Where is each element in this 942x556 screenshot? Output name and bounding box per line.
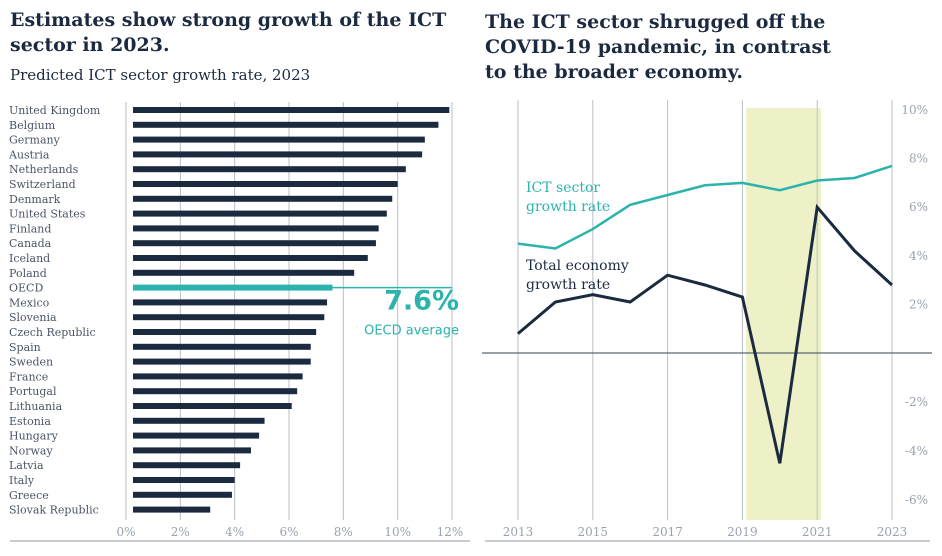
bar	[133, 195, 393, 202]
bar	[133, 506, 211, 513]
x-tick-label: 12%	[437, 525, 464, 539]
bar	[133, 491, 232, 498]
category-label: Mexico	[9, 296, 50, 309]
x-tick-label: 8%	[334, 525, 353, 539]
y-tick-label: 8%	[909, 152, 928, 166]
category-label: Latvia	[9, 459, 44, 472]
oecd-average-label: OECD average	[364, 324, 459, 339]
category-label: United Kingdom	[9, 104, 101, 117]
x-tick-label: 2019	[727, 525, 758, 539]
y-tick-label: -4%	[905, 444, 928, 458]
category-label: Slovak Republic	[9, 504, 99, 517]
total-economy-series-label: Total economy growth rate	[526, 258, 629, 293]
left-panel-title: Estimates show strong growth of the ICT …	[10, 9, 447, 56]
left-panel-subtitle: Predicted ICT sector growth rate, 2023	[10, 66, 311, 84]
bar	[133, 314, 325, 321]
category-label: Belgium	[9, 119, 56, 132]
bar	[133, 136, 425, 143]
bar	[133, 447, 251, 454]
category-label: Lithuania	[9, 400, 63, 413]
bar	[133, 299, 328, 306]
series-line	[517, 164, 893, 250]
y-tick-label: -6%	[905, 493, 928, 507]
category-label: Italy	[9, 474, 35, 487]
right-bottom-rule	[485, 540, 930, 542]
x-tick-label: 2013	[503, 525, 534, 539]
category-label: United States	[9, 208, 86, 221]
bar	[133, 181, 398, 187]
category-label: Hungary	[9, 430, 59, 443]
y-tick-label: 4%	[909, 249, 928, 263]
x-tick-label: 2023	[877, 525, 908, 539]
bar	[133, 477, 235, 483]
category-label: Portugal	[9, 385, 57, 398]
bar	[133, 417, 265, 424]
bar	[133, 121, 439, 128]
y-tick-label: -2%	[905, 395, 928, 409]
bar	[133, 432, 260, 439]
category-label: Austria	[8, 148, 50, 161]
x-tick-label: 2%	[171, 525, 190, 539]
x-tick-label: 6%	[279, 525, 298, 539]
x-tick-label: 2017	[652, 525, 683, 539]
bar	[133, 107, 450, 113]
bar	[133, 403, 292, 409]
category-label: Netherlands	[9, 163, 79, 176]
x-tick-label: 4%	[225, 525, 244, 539]
bar-chart: 0% 2% 4% 6% 8% 10% 12% United Kingdom Belgium Ger…	[8, 102, 464, 539]
category-label: Poland	[9, 267, 47, 280]
category-label: Denmark	[9, 193, 61, 206]
y-tick-label: 6%	[909, 200, 928, 214]
oecd-value-label: 7.6%	[384, 286, 459, 317]
category-label: Sweden	[9, 356, 53, 369]
bar	[133, 151, 423, 158]
line-chart: 2013 2015 2017 2019 2021 2023 10% 8% 6% 4% 2% -2% -4…	[482, 100, 932, 539]
category-label: Canada	[9, 237, 52, 250]
right-panel-title: The ICT sector shrugged off the COVID-19…	[485, 11, 831, 83]
ict-series-label: ICT sector growth rate	[526, 180, 610, 215]
category-label: Iceland	[9, 252, 50, 265]
bar	[133, 255, 368, 261]
bar	[133, 210, 387, 217]
x-tick-label: 2021	[802, 525, 833, 539]
x-tick-label: 10%	[384, 525, 411, 539]
category-label: Finland	[9, 222, 51, 235]
y-tick-label: 2%	[909, 297, 928, 311]
category-label: France	[9, 370, 48, 383]
bar	[133, 358, 311, 365]
bar	[133, 269, 355, 276]
x-tick-label: 0%	[116, 525, 135, 539]
category-label: Greece	[9, 489, 49, 502]
bar	[133, 388, 298, 395]
bar	[133, 373, 303, 380]
bar	[133, 462, 241, 469]
category-label: Germany	[9, 134, 61, 147]
category-label: Switzerland	[9, 178, 76, 191]
bar	[133, 166, 406, 173]
left-bottom-rule	[10, 540, 470, 542]
bar	[133, 240, 376, 247]
bar	[133, 225, 379, 232]
y-tick-label: 10%	[901, 103, 928, 117]
category-label: Spain	[9, 341, 41, 354]
category-label: Norway	[9, 444, 53, 457]
category-label: Estonia	[9, 415, 51, 428]
category-label: OECD	[9, 282, 43, 295]
x-tick-label: 2015	[578, 525, 609, 539]
category-label: Slovenia	[9, 311, 57, 324]
series-line	[517, 203, 894, 464]
category-label: Czech Republic	[9, 326, 96, 339]
covid-highlight-band	[746, 108, 821, 520]
bar	[133, 329, 317, 335]
bar	[133, 343, 311, 350]
